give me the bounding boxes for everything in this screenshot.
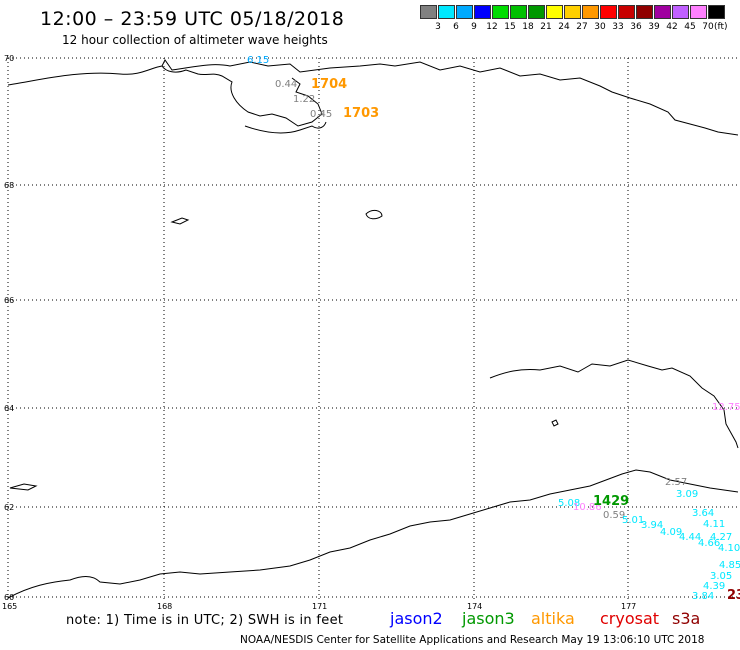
small-island-east [365,209,383,220]
wave-height-label: 0.45 [310,109,332,120]
legend-tick: 70 [702,22,714,32]
latitude-label: 64 [4,404,14,413]
wave-height-label: 5.01 [622,515,644,526]
legend-tick: 21 [540,22,552,32]
legend-tick: 27 [576,22,588,32]
wave-height-label: 23 [727,588,740,603]
legend-swatch [528,5,545,19]
legend-tick: 3 [435,22,441,32]
legend-tick: 42 [666,22,678,32]
wave-height-label: 6.15 [247,55,269,66]
longitude-label: 174 [467,602,482,611]
satellite-cryosat: cryosat [600,609,660,628]
latitude-label: 66 [4,296,14,305]
coastline-east [489,359,739,449]
legend-tick: 45 [684,22,696,32]
coastline-southwest-islet [9,483,38,491]
legend-swatch [636,5,653,19]
wave-height-label: 1703 [343,106,379,121]
latitude-label: 60 [4,593,14,602]
latitude-label: 70 [4,54,14,63]
wave-height-label: 1704 [311,77,347,92]
small-island-south [551,419,559,427]
legend-swatch [456,5,473,19]
wave-height-label: 4.09 [660,527,682,538]
wave-height-label: 3.09 [676,489,698,500]
longitude-label: 177 [621,602,636,611]
legend-tick: 39 [648,22,660,32]
legend-tick: 24 [558,22,570,32]
wave-height-label: 5.08 [558,498,580,509]
footnote: note: 1) Time is in UTC; 2) SWH is in fe… [66,613,344,628]
wave-height-label: 12.75 [712,402,740,413]
wave-height-label: 4.39 [703,581,725,592]
legend-tick: 33 [612,22,624,32]
legend-tick: 36 [630,22,642,32]
legend-tick-labels: 3 6 9 12 15 18 21 24 27 30 33 36 39 42 45 70 [420,22,717,32]
longitude-label: 171 [312,602,327,611]
wave-height-label: 0.59 [603,510,625,521]
legend-swatch [474,5,491,19]
latitude-label: 68 [4,181,14,190]
wave-height-label: 4.44 [679,532,701,543]
legend-swatch [582,5,599,19]
satellite-altika: altika [531,609,575,628]
legend-swatch [492,5,509,19]
longitude-label: 168 [157,602,172,611]
satellite-s3a: s3a [672,609,701,628]
coastline [7,59,739,599]
map-title: 12:00 – 23:59 UTC 05/18/2018 [40,8,345,30]
legend-swatch [618,5,635,19]
longitude-label: 165 [2,602,17,611]
wave-height-label: 3.84 [692,591,714,602]
legend-tick: 30 [594,22,606,32]
wave-height-label: 4.66 [698,538,720,549]
legend-swatch [672,5,689,19]
wave-height-label: 10.86 [573,502,602,513]
satellite-jason2: jason2 [390,609,443,628]
coastline-north [7,59,739,136]
wave-height-label: 3.05 [710,571,732,582]
legend-swatch [420,5,437,19]
legend-swatch [654,5,671,19]
wave-height-label: 3.94 [641,520,663,531]
wave-height-label: 4.11 [703,519,725,530]
legend-tick: 18 [522,22,534,32]
wave-height-label: 1.22 [293,94,315,105]
wave-height-label: 4.27 [710,532,732,543]
legend-swatch [510,5,527,19]
wave-height-label: 4.85 [719,560,740,571]
kotzebue-shore [244,121,327,134]
latitude-label: 62 [4,503,14,512]
satellite-jason3: jason3 [462,609,515,628]
legend-unit: (ft) [714,22,728,32]
wave-height-label: 0.44 [275,79,297,90]
legend-swatch [600,5,617,19]
legend-swatch [690,5,707,19]
wave-height-label: 1429 [593,494,629,509]
credit-footer: NOAA/NESDIS Center for Satellite Applica… [240,634,705,646]
legend-swatch [546,5,563,19]
legend-swatch [438,5,455,19]
wave-height-label: 3.64 [692,508,714,519]
coastline-south [7,469,739,599]
wave-height-color-legend [420,5,726,19]
seward-peninsula-coast [161,65,323,127]
observation-labels: 6.15 0.44 1704 1.22 0.45 1703 12.75 2.573.09 5.0… [247,55,740,603]
legend-tick: 6 [453,22,459,32]
map-subtitle: 12 hour collection of altimeter wave hei… [62,33,328,47]
legend-tick: 9 [471,22,477,32]
legend-swatch [564,5,581,19]
small-island-west [170,217,190,225]
lat-lon-grid [7,57,738,600]
wave-height-label: 2.57 [665,477,687,488]
legend-swatch [708,5,725,19]
wave-height-label: 4.10 [718,543,740,554]
legend-tick: 15 [504,22,516,32]
legend-tick: 12 [486,22,498,32]
